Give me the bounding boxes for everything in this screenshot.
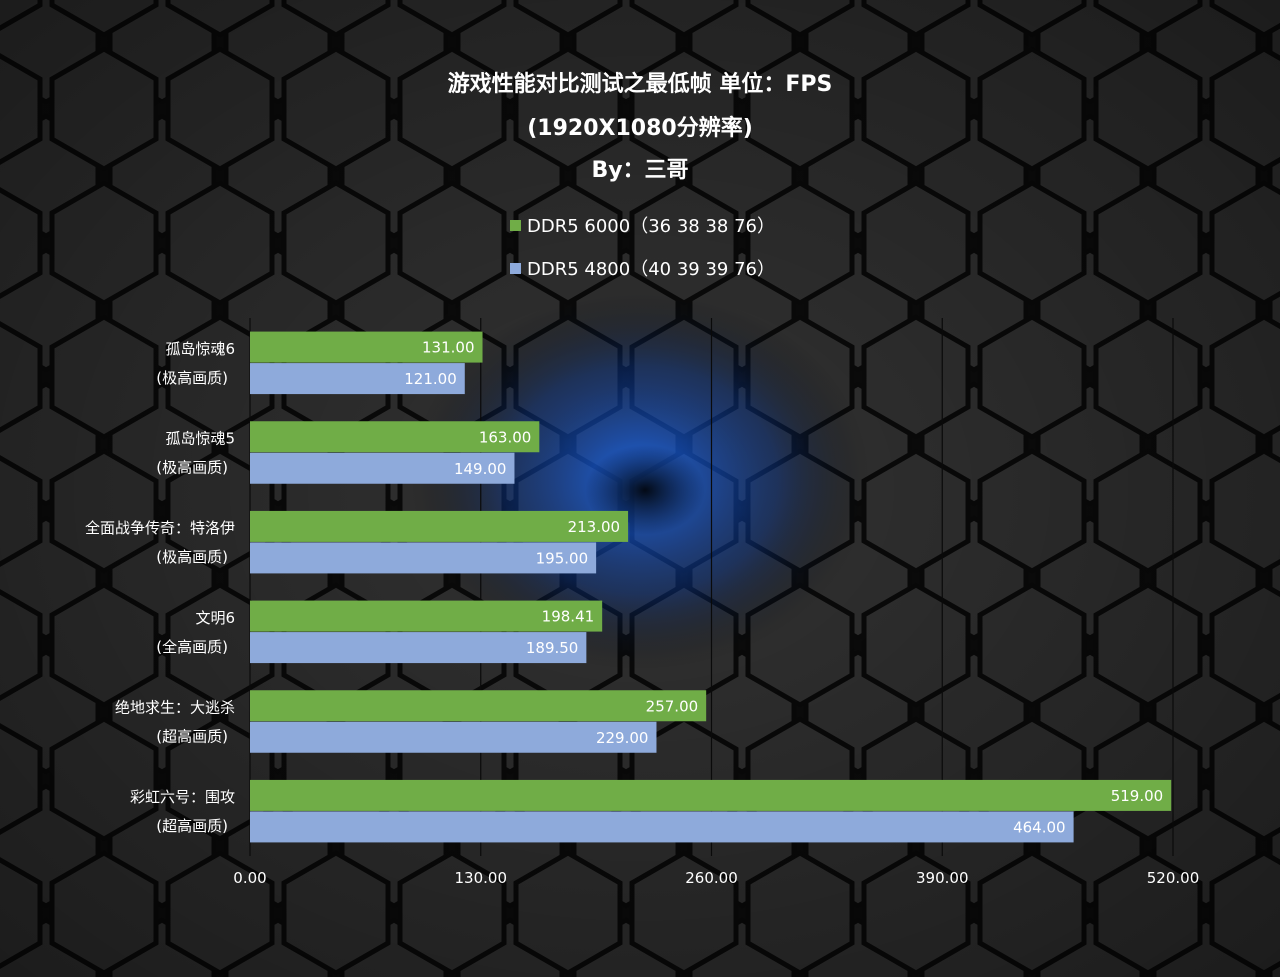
bar-ddr5-4800 <box>250 632 587 664</box>
category-label: 文明6 <box>195 609 235 627</box>
bar-value-label: 198.41 <box>542 608 595 626</box>
x-tick-label: 130.00 <box>455 869 508 887</box>
bar-ddr5-6000 <box>250 421 540 453</box>
bar-ddr5-6000 <box>250 600 603 632</box>
bar-value-label: 131.00 <box>422 339 475 357</box>
category-sublabel: (全高画质) <box>156 638 228 656</box>
bar-ddr5-4800 <box>250 811 1074 843</box>
legend-swatch-blue <box>510 262 521 274</box>
x-tick-label: 260.00 <box>685 869 738 887</box>
bar-value-label: 464.00 <box>1013 818 1066 836</box>
bar-value-label: 229.00 <box>596 729 649 747</box>
bar-ddr5-4800 <box>250 452 515 484</box>
bar-ddr5-6000 <box>250 331 483 363</box>
bar-value-label: 189.50 <box>526 639 579 657</box>
bar-ddr5-6000 <box>250 510 629 542</box>
legend-label: DDR5 6000（36 38 38 76） <box>527 216 775 237</box>
category-label: 绝地求生：大逃杀 <box>115 699 235 717</box>
x-tick-label: 390.00 <box>916 869 969 887</box>
category-sublabel: (超高画质) <box>156 817 228 835</box>
bar-ddr5-6000 <box>250 779 1172 811</box>
category-sublabel: (极高画质) <box>156 459 228 477</box>
chart-author: By：三哥 <box>591 158 689 183</box>
bar-value-label: 519.00 <box>1111 787 1164 805</box>
bar-ddr5-4800 <box>250 721 657 753</box>
category-sublabel: (极高画质) <box>156 548 228 566</box>
x-tick-label: 520.00 <box>1147 869 1200 887</box>
bar-value-label: 257.00 <box>646 697 699 715</box>
legend-swatch-green <box>510 219 521 231</box>
category-label: 孤岛惊魂6 <box>165 340 235 358</box>
bar-ddr5-4800 <box>250 363 465 395</box>
bar-ddr5-6000 <box>250 690 707 722</box>
bar-ddr5-4800 <box>250 542 597 574</box>
category-sublabel: (超高画质) <box>156 728 228 746</box>
bar-value-label: 149.00 <box>454 460 507 478</box>
chart-subtitle: (1920X1080分辨率) <box>527 116 753 141</box>
category-sublabel: (极高画质) <box>156 369 228 387</box>
bar-value-label: 121.00 <box>404 370 457 388</box>
category-label: 彩虹六号：围攻 <box>130 788 235 806</box>
bar-value-label: 213.00 <box>568 518 621 536</box>
bar-value-label: 195.00 <box>536 549 589 567</box>
category-label: 孤岛惊魂5 <box>165 430 235 448</box>
legend-item-ddr5-4800: DDR5 4800（40 39 39 76） <box>510 255 775 281</box>
legend-item-ddr5-6000: DDR5 6000（36 38 38 76） <box>510 212 775 238</box>
chart-title: 游戏性能对比测试之最低帧 单位：FPS <box>447 72 833 97</box>
category-label: 全面战争传奇：特洛伊 <box>85 519 235 537</box>
legend-label: DDR5 4800（40 39 39 76） <box>527 259 775 280</box>
bar-value-label: 163.00 <box>479 428 532 446</box>
x-tick-label: 0.00 <box>233 869 266 887</box>
